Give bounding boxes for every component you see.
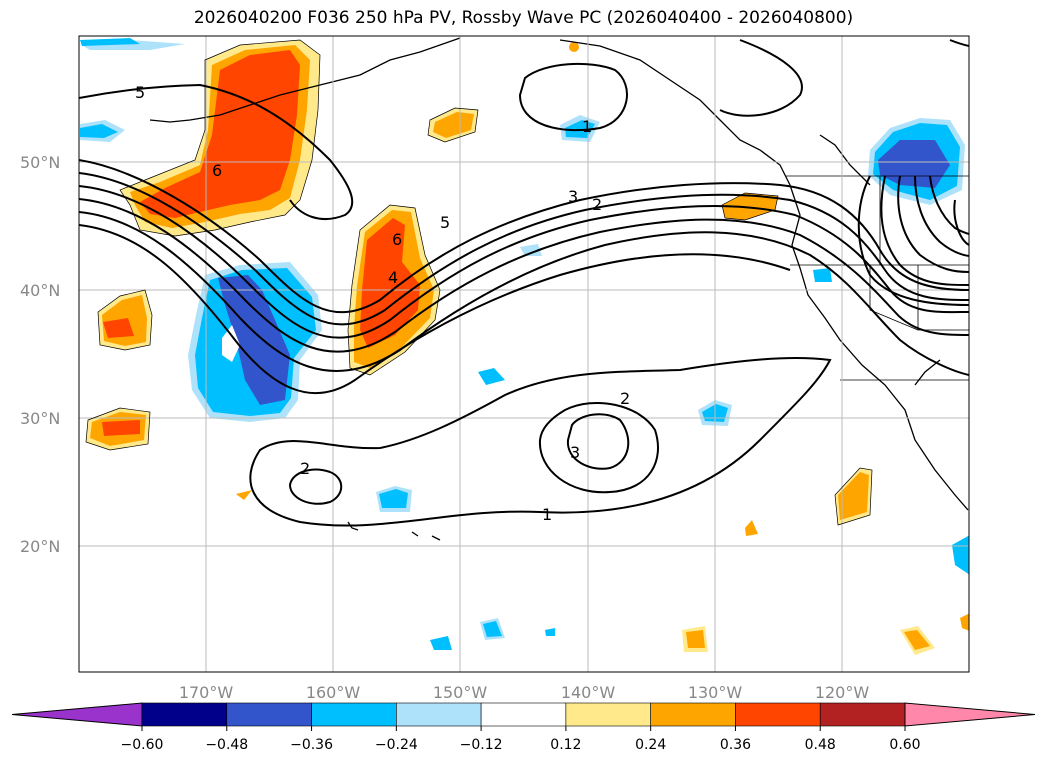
lat-label: 40°N: [20, 281, 60, 300]
colorbar-segment: [226, 702, 312, 727]
contour-label: 6: [212, 161, 222, 180]
gridlines: [79, 36, 969, 672]
contour-label: 3: [570, 443, 580, 462]
colorbar-tick-label: 0.60: [889, 737, 920, 753]
colorbar-tick-label: 0.12: [550, 737, 581, 753]
colorbar-extend-min: [11, 702, 143, 727]
map-title: 2026040200 F036 250 hPa PV, Rossby Wave …: [193, 8, 854, 28]
colorbar: −0.60 −0.48 −0.36 −0.24 −0.12 0.12 0.24 0.36 0.4…: [11, 702, 1036, 753]
colorbar-tick-label: −0.24: [375, 737, 418, 753]
colorbar-tick-label: −0.60: [121, 737, 164, 753]
longitude-labels: 170°W 160°W 150°W 140°W 130°W 120°W: [179, 683, 870, 702]
colorbar-segment: [311, 702, 397, 727]
colorbar-tick-label: 0.24: [635, 737, 666, 753]
colorbar-extend-max: [904, 702, 1036, 727]
filled-anomalies: [80, 38, 969, 655]
contour-label: 2: [592, 195, 602, 214]
colorbar-segment: [480, 702, 567, 727]
lon-label: 120°W: [815, 683, 870, 702]
colorbar-segment: [396, 702, 482, 727]
contour-label: 2: [620, 389, 630, 408]
contour-label: 2: [300, 459, 310, 478]
colorbar-segment: [650, 702, 736, 727]
lon-label: 130°W: [688, 683, 743, 702]
colorbar-tick-label: −0.48: [205, 737, 248, 753]
pv-contours: [79, 39, 969, 527]
contour-label: 1: [582, 117, 592, 136]
contour-label: 5: [135, 83, 145, 102]
map-frame: [78, 35, 970, 673]
lat-label: 50°N: [20, 153, 60, 172]
contour-labels: 5 6 1 3 2 5 6 4 2 3 1 2: [135, 83, 630, 524]
contour-label: 5: [440, 213, 450, 232]
colorbar-tick-label: 0.48: [805, 737, 836, 753]
contour-label: 4: [388, 268, 398, 287]
lon-label: 140°W: [561, 683, 616, 702]
lon-label: 150°W: [433, 683, 488, 702]
colorbar-segment: [819, 702, 906, 727]
colorbar-tick-label: 0.36: [720, 737, 751, 753]
borders: [785, 175, 969, 381]
lon-label: 170°W: [179, 683, 234, 702]
contour-label: 3: [568, 187, 578, 206]
anomaly-outlines: [85, 39, 873, 526]
contour-label: 1: [542, 505, 552, 524]
latitude-labels: 50°N 40°N 30°N 20°N: [20, 153, 60, 556]
colorbar-segment: [141, 702, 228, 727]
contour-label: 6: [392, 230, 402, 249]
lat-label: 30°N: [20, 409, 60, 428]
lon-label: 160°W: [306, 683, 361, 702]
colorbar-segment: [565, 702, 651, 727]
colorbar-tick-label: −0.36: [290, 737, 333, 753]
colorbar-segment: [735, 702, 821, 727]
colorbar-tick-label: −0.12: [460, 737, 503, 753]
lat-label: 20°N: [20, 537, 60, 556]
